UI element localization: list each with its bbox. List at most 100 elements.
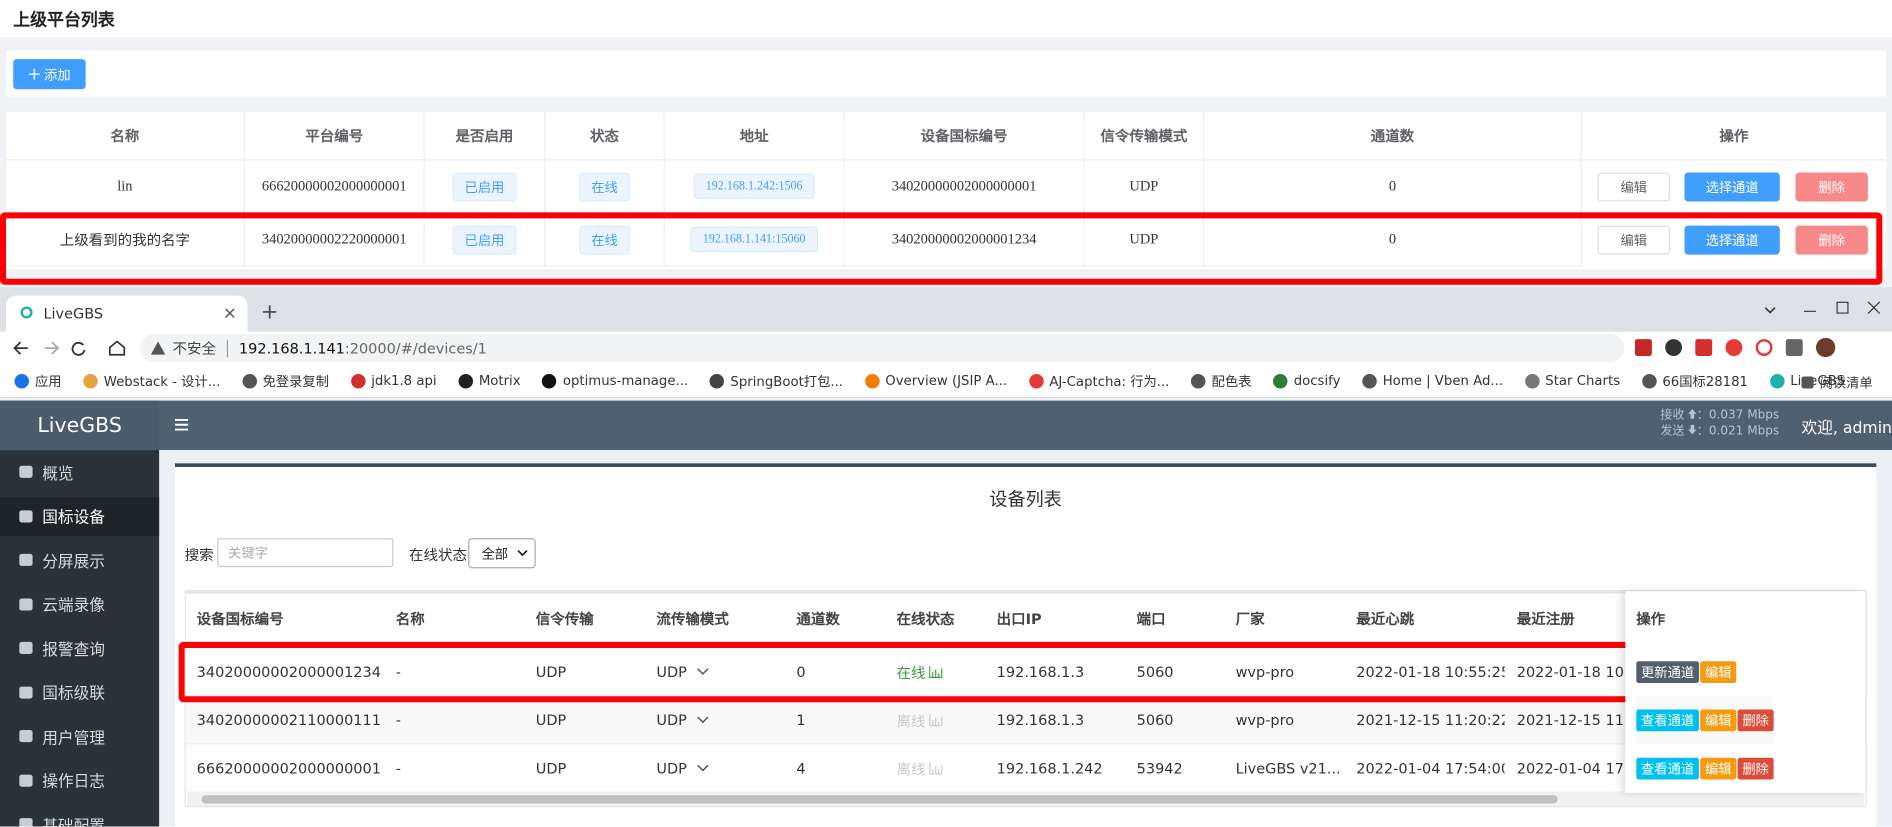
extension[interactable] <box>1695 339 1713 356</box>
bookmark[interactable]: Star Charts <box>1524 373 1620 389</box>
extension[interactable] <box>1785 339 1803 356</box>
tab-search[interactable] <box>1764 306 1776 314</box>
bookmark[interactable]: 配色表 <box>1191 371 1251 390</box>
extension[interactable] <box>1634 339 1652 356</box>
table-cell: 192.168.1.141:15060 <box>664 213 845 267</box>
bookmark[interactable]: optimus-manage... <box>542 373 688 389</box>
cell-text: 192.168.1.3 <box>996 711 1085 729</box>
action-button[interactable]: 编辑 <box>1700 709 1737 732</box>
action-button[interactable]: 删除 <box>1795 225 1868 255</box>
table-cell: 34020000002000001234 <box>844 213 1085 267</box>
column-header: 厂家 <box>1235 610 1265 628</box>
bookmark[interactable]: Motrix <box>458 373 521 389</box>
extension[interactable] <box>1665 339 1683 356</box>
action-button[interactable]: 删除 <box>1737 709 1774 732</box>
nav-buttons[interactable] <box>13 340 86 356</box>
table-cell: 2022-01-18 10:54 <box>1517 648 1624 696</box>
bookmark[interactable]: Overview (JSIP A... <box>864 372 1008 389</box>
active-tab[interactable]: LiveGBS <box>6 295 248 332</box>
sidebar-label: 概览 <box>42 465 74 484</box>
tab-close[interactable] <box>224 308 235 319</box>
sidebar-icon <box>19 730 33 743</box>
profile[interactable] <box>1815 337 1836 358</box>
bookmark-label: Overview (JSIP A... <box>885 372 1008 389</box>
home-button[interactable] <box>108 340 126 356</box>
status-text: 在线 <box>896 664 926 682</box>
search-label: 搜索 <box>184 546 214 564</box>
action-button[interactable]: 查看通道 <box>1636 709 1699 732</box>
action-label: 更新通道 <box>1641 664 1695 681</box>
column-header: 是否启用 <box>424 112 546 161</box>
action-label: 编辑 <box>1704 664 1732 681</box>
sidebar-item[interactable]: 概览 <box>0 452 159 491</box>
sidebar-item[interactable]: 云端录像 <box>0 585 159 624</box>
new-tab[interactable] <box>263 305 277 319</box>
extension[interactable] <box>1755 339 1773 356</box>
welcome[interactable]: 欢迎, admin <box>1801 419 1892 439</box>
column-header: 出口IP <box>996 610 1042 628</box>
reading-list[interactable]: 阅读清单 <box>1801 373 1873 392</box>
action-label: 删除 <box>1742 713 1769 729</box>
cell-text: 2022-01-04 17:53 <box>1516 760 1624 778</box>
table-cell: 已启用 <box>424 213 546 267</box>
table-cell: 192.168.1.242 <box>997 744 1125 792</box>
bookmark[interactable]: 应用 <box>14 371 62 390</box>
brand[interactable]: LiveGBS <box>0 400 160 451</box>
status-select[interactable]: 全部 <box>468 538 536 569</box>
bookmark[interactable]: 免登录复制 <box>242 371 329 390</box>
scroll-thumb[interactable] <box>201 795 1558 804</box>
extension[interactable] <box>1725 339 1743 356</box>
sidebar-label: 国标设备 <box>42 509 105 528</box>
add-button[interactable]: 添加 <box>13 59 86 90</box>
menu-toggle[interactable] <box>174 418 189 431</box>
action-button[interactable]: 删除 <box>1795 172 1868 202</box>
table-cell: UDP <box>656 696 784 744</box>
bookmark[interactable]: Home | Vben Ad... <box>1362 373 1503 389</box>
bookmark[interactable]: 66国标28181 <box>1641 371 1748 390</box>
bookmark-icon <box>1362 373 1377 388</box>
bookmark[interactable]: Webstack - 设计... <box>83 371 220 390</box>
bookmark[interactable]: jdk1.8 api <box>350 373 437 389</box>
bookmark[interactable]: AJ-Captcha: 行为... <box>1028 371 1169 390</box>
sidebar-item[interactable]: 国标级联 <box>0 673 159 712</box>
warning-icon <box>150 341 166 355</box>
sidebar-item[interactable]: 基础配置 <box>0 805 159 827</box>
sidebar-item[interactable]: 用户管理 <box>0 717 159 756</box>
action-button[interactable]: 编辑 <box>1597 172 1670 202</box>
table-cell: 2022-01-04 17:53 <box>1517 744 1624 792</box>
up-arrow <box>1688 409 1697 419</box>
chevron <box>697 668 709 675</box>
sidebar-item[interactable]: 分屏展示 <box>0 541 159 580</box>
table-cell: UDP <box>536 744 645 792</box>
action-button[interactable]: 更新通道 <box>1636 661 1699 683</box>
action-button[interactable]: 查看通道 <box>1636 757 1699 780</box>
sidebar-item[interactable]: 操作日志 <box>0 761 159 800</box>
bookmark-icon <box>1524 373 1540 388</box>
action-button[interactable]: 删除 <box>1737 757 1774 780</box>
scrollbar[interactable] <box>187 792 1865 807</box>
bookmark[interactable]: docsify <box>1273 373 1340 389</box>
table-cell: 34020000002000001234 <box>197 648 384 696</box>
action-button[interactable]: 编辑 <box>1700 661 1737 683</box>
sidebar-icon <box>19 774 33 787</box>
action-button[interactable]: 选择通道 <box>1684 225 1780 255</box>
action-button[interactable]: 编辑 <box>1597 225 1670 255</box>
close-window[interactable] <box>1867 301 1880 314</box>
sidebar-item[interactable]: 国标设备 <box>0 496 160 536</box>
address-bar[interactable]: 不安全 192.168.1.141 :20000/#/devices/1 <box>139 334 1625 362</box>
action-button[interactable]: 选择通道 <box>1684 172 1780 202</box>
maximize[interactable] <box>1836 301 1849 314</box>
action-button[interactable]: 编辑 <box>1700 757 1737 780</box>
sidebar-item[interactable]: 报警查询 <box>0 629 159 668</box>
address-toolbar: 不安全 192.168.1.141 :20000/#/devices/1 <box>0 331 1892 365</box>
column-header: 在线状态 <box>896 610 955 628</box>
search-input[interactable]: 关键字 <box>217 538 394 568</box>
bookmark[interactable]: SpringBoot打包... <box>709 371 843 390</box>
minimize[interactable] <box>1803 310 1816 312</box>
cell-text: 2022-01-04 17:54:00 <box>1356 760 1505 778</box>
table-cell: - <box>396 648 524 696</box>
sidebar-label: 分屏展示 <box>42 553 105 572</box>
row-actions: 更新通道 编辑 <box>1636 648 1737 696</box>
cell-text: wvp-pro <box>1235 663 1295 681</box>
bookmark-icon <box>1769 373 1785 388</box>
